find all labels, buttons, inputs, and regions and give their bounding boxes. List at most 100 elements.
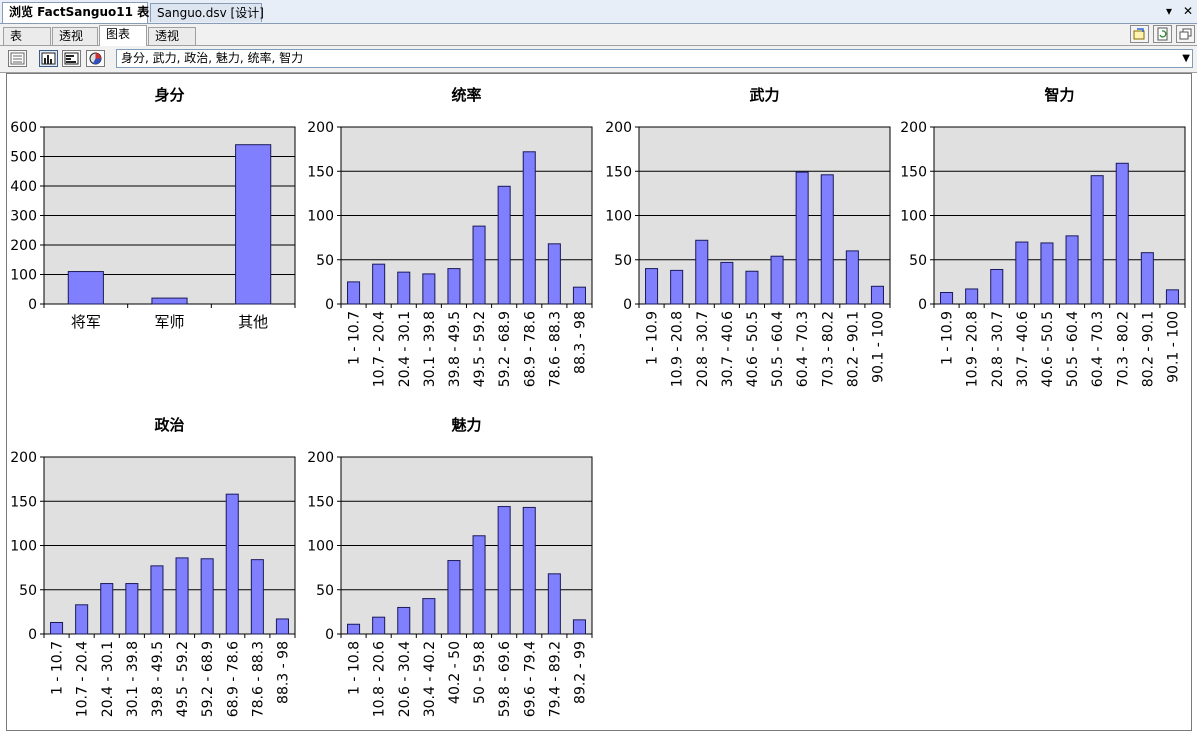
y-tick-label: 100 (307, 539, 334, 555)
chart-0: 身分 0 100 200 300 400 500 600 将军 军师 其他 (10, 86, 296, 331)
x-tick-label: 20.4 - 30.1 (100, 641, 116, 717)
x-tick-label: 69.6 - 79.4 (522, 641, 538, 717)
x-tick-label: 20.6 - 30.4 (397, 641, 413, 717)
chart-panel: 身分 0 100 200 300 400 500 600 将军 军师 其他 统率 0 50 100 150 20… (6, 73, 1192, 731)
x-tick-label: 90.1 - 100 (870, 311, 886, 383)
x-tick-label: 20.8 - 30.7 (990, 311, 1006, 387)
x-tick-label: 88.3 - 98 (275, 641, 291, 704)
y-tick-label: 100 (900, 209, 927, 225)
bar (225, 493, 239, 635)
y-tick-label: 200 (307, 120, 334, 136)
tab-chart[interactable]: 图表 (99, 25, 147, 46)
bar (1115, 162, 1129, 305)
tab-pivot-table[interactable]: 透视表 (52, 27, 98, 59)
chart-title: 身分 (154, 86, 184, 104)
y-tick-label: 50 (19, 583, 37, 599)
y-tick-label: 200 (900, 120, 927, 136)
bar (522, 151, 536, 305)
bar (397, 606, 411, 635)
x-tick-label: 90.1 - 100 (1165, 311, 1181, 383)
bar (347, 623, 361, 635)
restore-window-icon[interactable] (1176, 25, 1195, 43)
y-tick-label: 0 (28, 627, 37, 643)
x-tick-label: 1 - 10.9 (645, 311, 661, 365)
bar-chart-icon[interactable] (62, 50, 81, 67)
x-tick-label: 50.5 - 60.4 (1065, 311, 1081, 387)
bar (870, 285, 884, 305)
x-tick-label: 50 - 59.8 (472, 641, 488, 704)
x-tick-label: 78.6 - 88.3 (250, 641, 266, 717)
bar (150, 565, 164, 635)
bar (497, 185, 511, 305)
y-tick-label: 0 (918, 297, 927, 313)
tab-pivot-chart[interactable]: 透视图 (148, 27, 196, 59)
y-tick-label: 100 (605, 209, 632, 225)
bar (522, 506, 536, 635)
x-tick-label: 30.1 - 39.8 (422, 311, 438, 387)
bar (1040, 242, 1054, 305)
x-tick-label: 50.5 - 60.4 (770, 311, 786, 387)
refresh-icon[interactable] (1153, 25, 1172, 43)
measure-selector[interactable]: 身分, 武力, 政治, 魅力, 统率, 智力 ▼ (116, 49, 1193, 68)
bar (547, 243, 561, 305)
bar (372, 263, 386, 305)
y-tick-label: 200 (605, 120, 632, 136)
x-tick-label: 30.4 - 40.2 (422, 641, 438, 717)
view-tab-strip: 表 透视表 图表 透视图 (0, 24, 1197, 59)
y-tick-label: 500 (10, 150, 37, 166)
x-tick-label: 70.3 - 80.2 (820, 311, 836, 387)
bar (250, 559, 264, 635)
bar (820, 174, 834, 305)
chart-2: 武力 0 50 100 150 200 1 - 10.9 10.9 - 20.8 20.8 - … (605, 86, 891, 387)
close-document-icon[interactable]: ✕ (1182, 4, 1194, 18)
x-tick-label: 40.6 - 50.5 (1040, 311, 1056, 387)
bar (472, 535, 486, 635)
x-tick-label: 59.2 - 68.9 (200, 641, 216, 717)
chart-1: 统率 0 50 100 150 200 1 - 10.7 10.7 - 20.4 20.4 - … (307, 86, 593, 387)
y-tick-label: 150 (900, 164, 927, 180)
x-tick-label: 1 - 10.7 (347, 311, 363, 365)
bar (447, 268, 461, 305)
x-tick-label: 39.8 - 49.5 (150, 641, 166, 717)
bar (965, 288, 979, 305)
y-tick-label: 300 (10, 209, 37, 225)
x-tick-label: 49.5 - 59.2 (472, 311, 488, 387)
x-tick-label: 10.9 - 20.8 (965, 311, 981, 387)
pie-chart-icon[interactable] (86, 50, 105, 67)
y-tick-label: 200 (10, 238, 37, 254)
y-tick-label: 150 (307, 164, 334, 180)
y-tick-label: 150 (605, 164, 632, 180)
y-tick-label: 150 (307, 494, 334, 510)
x-tick-label: 88.3 - 98 (572, 311, 588, 374)
bar (151, 297, 188, 305)
y-tick-label: 100 (10, 539, 37, 555)
x-tick-label: 30.7 - 40.6 (1015, 311, 1031, 387)
doc-tab-dsv-design[interactable]: Sanguo.dsv [设计] (150, 3, 264, 22)
tab-table[interactable]: 表 (3, 27, 51, 45)
bar (645, 268, 659, 305)
tab-list-dropdown-icon[interactable]: ▾ (1165, 4, 1173, 18)
bar (1090, 175, 1104, 305)
column-chart-icon[interactable] (39, 50, 58, 67)
bar (497, 506, 511, 635)
chevron-down-icon[interactable]: ▼ (1182, 53, 1190, 64)
list-view-icon[interactable] (8, 50, 27, 67)
x-tick-label: 60.4 - 70.3 (1090, 311, 1106, 387)
x-tick-label: 78.6 - 88.3 (547, 311, 563, 387)
y-tick-label: 50 (614, 253, 632, 269)
bar (572, 619, 586, 635)
bar (572, 286, 586, 305)
bar (275, 618, 289, 635)
bar (75, 604, 89, 635)
y-tick-label: 200 (307, 450, 334, 466)
x-tick-label: 其他 (238, 313, 268, 331)
bar (200, 558, 214, 635)
x-tick-label: 60.4 - 70.3 (795, 311, 811, 387)
export-icon[interactable] (1130, 25, 1149, 43)
doc-tab-browse-fact[interactable]: 浏览 FactSanguo11 表 (2, 2, 149, 23)
y-tick-label: 100 (10, 268, 37, 284)
bar (1165, 289, 1179, 305)
y-tick-label: 200 (10, 450, 37, 466)
y-tick-label: 0 (325, 627, 334, 643)
chart-5: 魅力 0 50 100 150 200 1 - 10.8 10.8 - 20.6 20.6 - … (307, 416, 593, 717)
